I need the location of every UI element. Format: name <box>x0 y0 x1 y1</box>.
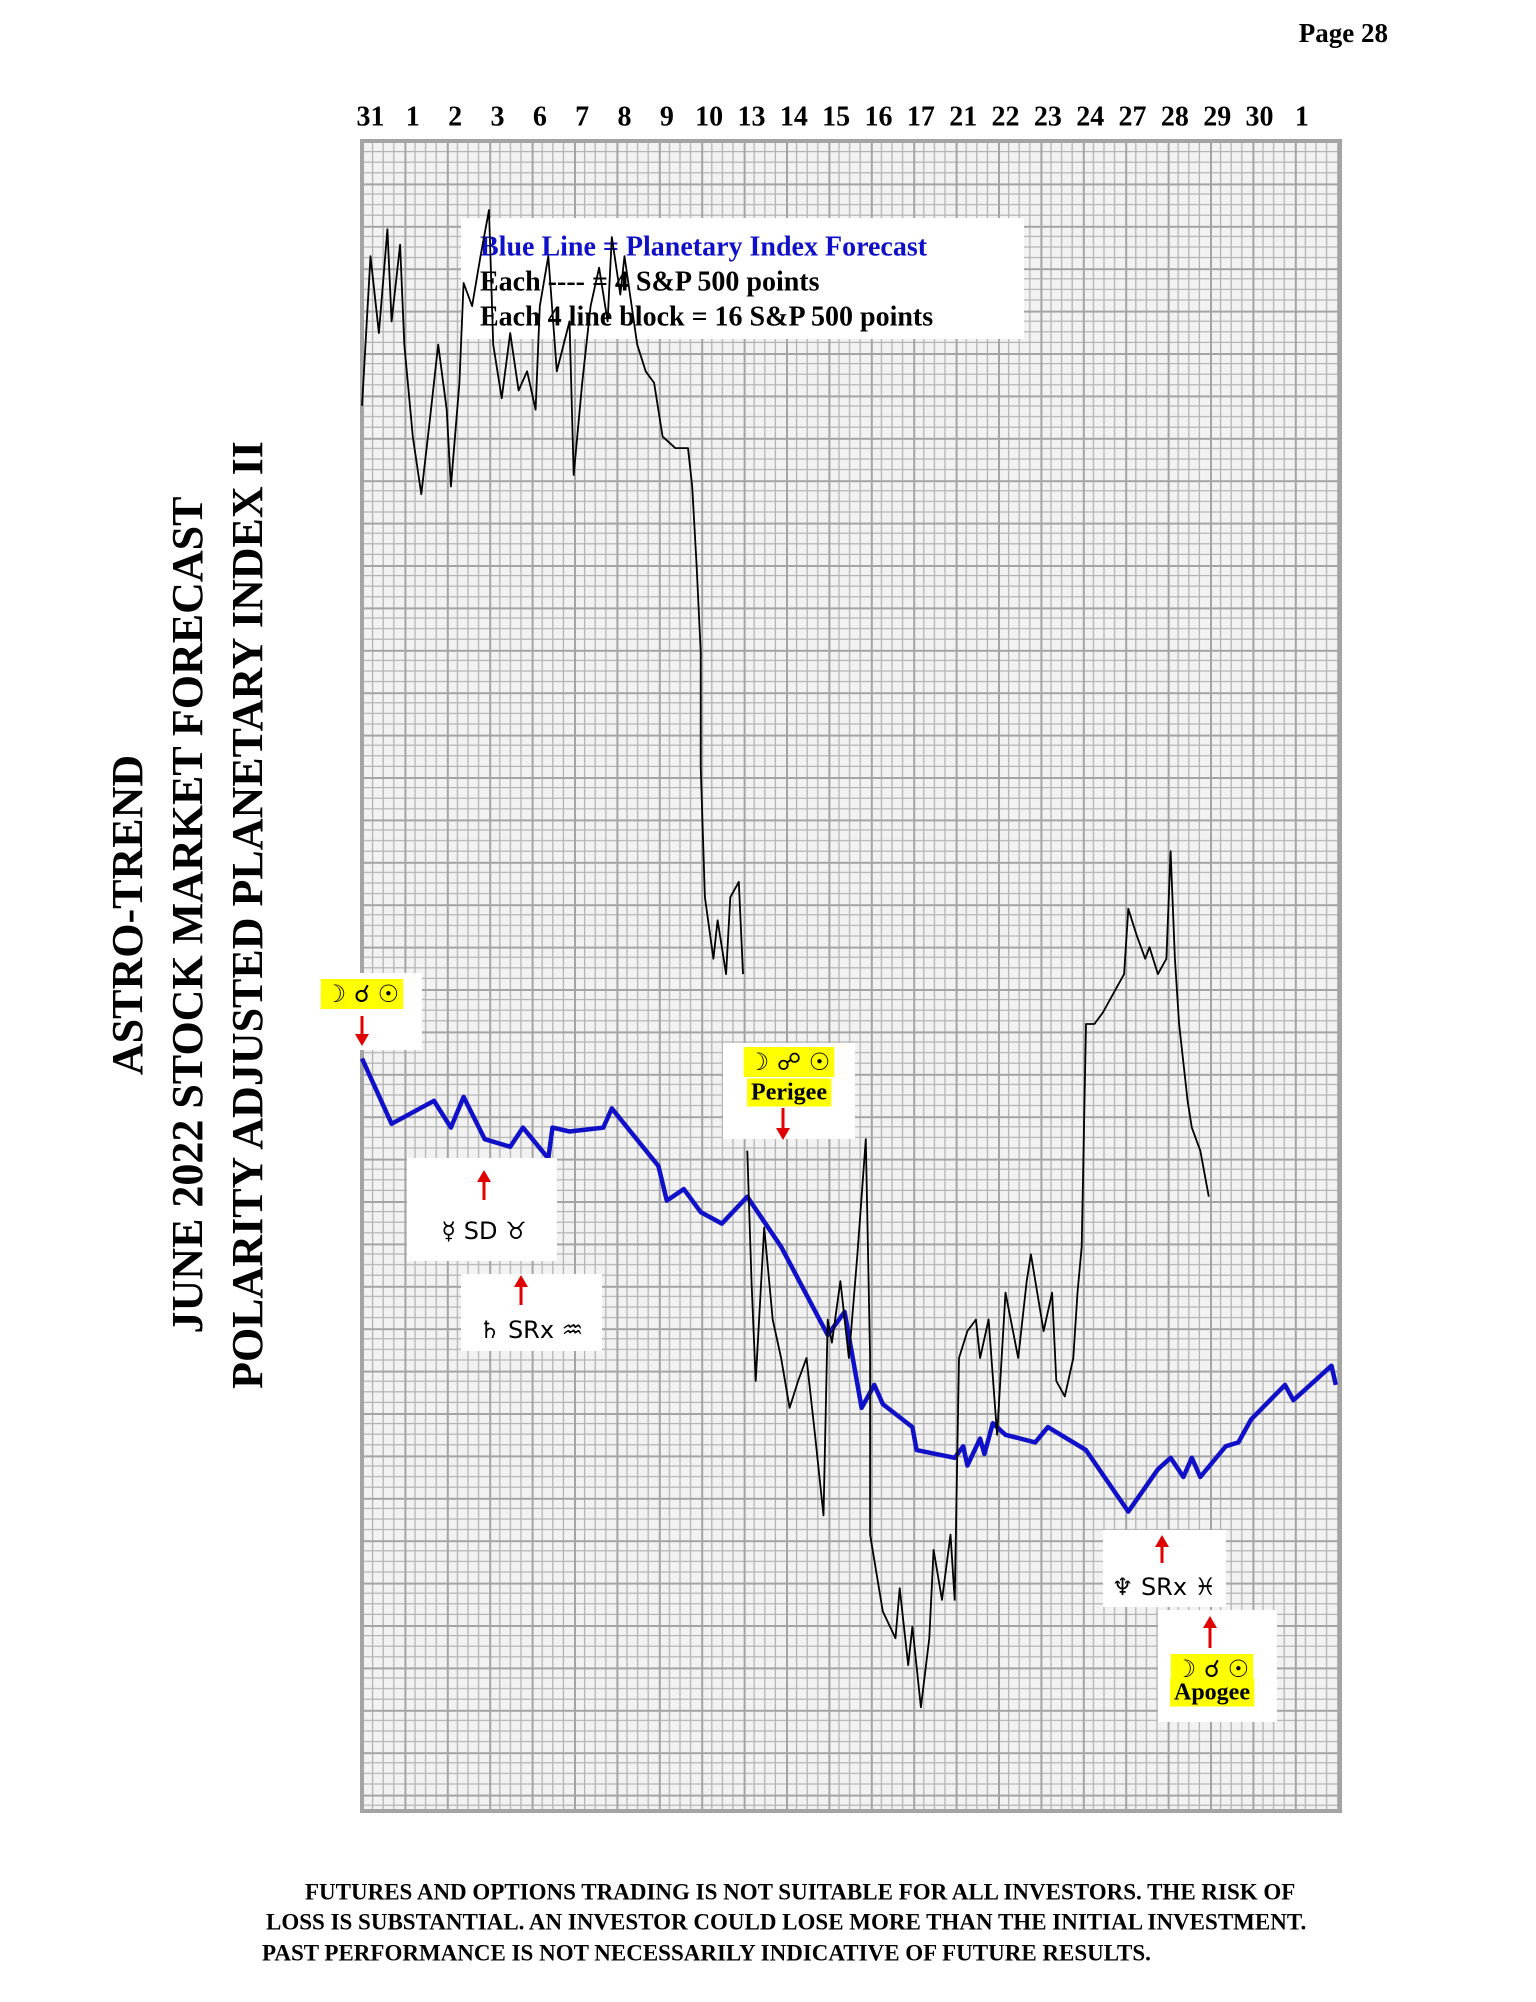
highlight <box>1170 1678 1255 1707</box>
x-tick-label: 10 <box>695 101 723 132</box>
x-tick-label: 1 <box>406 101 420 132</box>
annotations: ☽ ☌ ☉ ☽ ☍ ☉ Perigee ☿ SD ♉ ♄ SRx ♒ ♆ SRx ♓ ☽ ☌… <box>307 973 1277 1722</box>
annotation-symbols: ☿ SD ♉ <box>441 1217 526 1245</box>
legend-text: Blue Line = Planetary Index Forecast <box>480 231 928 262</box>
legend-text: Each 4 line block = 16 S&P 500 points <box>480 301 933 332</box>
annotation: ☿ SD ♉ <box>407 1158 557 1261</box>
annotation-symbols: ☽ ☌ ☉ <box>325 980 399 1008</box>
highlight <box>743 1047 835 1077</box>
x-tick-label: 13 <box>738 101 766 132</box>
annotation: ♆ SRx ♓ <box>1103 1530 1226 1607</box>
x-tick-label: 14 <box>780 101 808 132</box>
x-tick-label: 3 <box>490 101 504 132</box>
annotation-box <box>461 1274 602 1351</box>
legend-text: Each ---- = 4 S&P 500 points <box>480 266 820 297</box>
plot-area <box>359 209 1338 1709</box>
disclaimer-line: LOSS IS SUBSTANTIAL. AN INVESTOR COULD L… <box>266 1909 1306 1934</box>
annotation-symbols: ♆ SRx ♓ <box>1112 1573 1216 1601</box>
x-tick-label: 2 <box>448 101 462 132</box>
highlight <box>320 979 404 1009</box>
arrow-head <box>776 1128 790 1140</box>
page-number: Page 28 <box>1299 18 1388 48</box>
x-tick-label: 29 <box>1203 101 1231 132</box>
x-tick-label: 16 <box>865 101 893 132</box>
arrow-head <box>1203 1616 1217 1628</box>
annotation: ☽ ☌ ☉Apogee <box>1158 1610 1277 1722</box>
x-tick-label: 27 <box>1119 101 1147 132</box>
forecast-line <box>359 1057 1338 1514</box>
annotation: ☽ ☍ ☉ Perigee <box>723 1043 855 1140</box>
arrow-head <box>477 1170 491 1182</box>
annotation-label: Perigee <box>751 1080 827 1106</box>
disclaimer-line: FUTURES AND OPTIONS TRADING IS NOT SUITA… <box>305 1879 1295 1904</box>
annotation-symbols: ☽ ☍ ☉ <box>748 1048 831 1076</box>
arrow-head <box>514 1275 528 1287</box>
annotation: ☽ ☌ ☉ <box>307 973 422 1050</box>
x-tick-label: 28 <box>1161 101 1189 132</box>
x-tick-label: 17 <box>907 101 935 132</box>
arrow-head <box>355 1034 369 1046</box>
x-tick-label: 1 <box>1295 101 1309 132</box>
x-tick-label: 30 <box>1246 101 1274 132</box>
title-line: POLARITY ADJUSTED PLANETARY INDEX II <box>223 441 272 1389</box>
price-line <box>361 209 1210 1709</box>
title-block: ASTRO-TREND JUNE 2022 STOCK MARKET FOREC… <box>103 441 272 1389</box>
annotation-symbols: ♄ SRx ♒ <box>479 1316 583 1344</box>
arrow-head <box>1155 1535 1169 1547</box>
disclaimer-line: PAST PERFORMANCE IS NOT NECESSARILY INDI… <box>262 1940 1151 1965</box>
x-tick-label: 22 <box>992 101 1020 132</box>
x-tick-label: 23 <box>1034 101 1062 132</box>
title-line: ASTRO-TREND <box>103 755 152 1075</box>
x-tick-label: 9 <box>660 101 674 132</box>
x-tick-label: 24 <box>1076 101 1104 132</box>
x-tick-label: 31 <box>356 101 384 132</box>
x-tick-label: 8 <box>617 101 631 132</box>
highlight <box>747 1078 832 1107</box>
annotation-label: Apogee <box>1174 1680 1250 1706</box>
annotation: ♄ SRx ♒ <box>461 1274 602 1351</box>
annotation-symbols: ☽ ☌ ☉ <box>1175 1655 1249 1683</box>
x-tick-label: 15 <box>822 101 850 132</box>
x-tick-label: 7 <box>575 101 589 132</box>
legend-box <box>461 218 1024 339</box>
x-tick-label: 6 <box>533 101 547 132</box>
x-tick-label: 21 <box>949 101 977 132</box>
title-line: JUNE 2022 STOCK MARKET FORECAST <box>163 497 212 1334</box>
